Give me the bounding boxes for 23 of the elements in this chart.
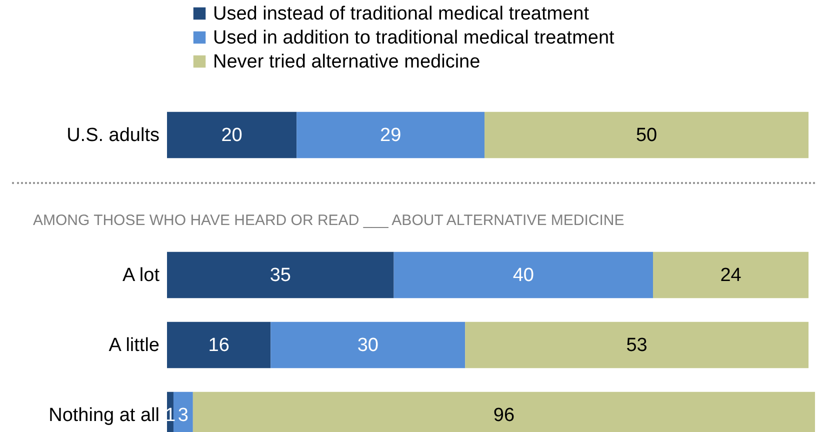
- legend-label: Used in addition to traditional medical treatment: [213, 28, 616, 48]
- data-label: 96: [493, 405, 515, 426]
- text: AMONG THOSE WHO HAVE HEARD OR READ ___ ABOUT ALTERNATIVE MEDICINE: [33, 212, 624, 229]
- data-label: 29: [380, 125, 402, 146]
- bar: [394, 252, 653, 298]
- y-tick-label: A lot: [122, 265, 160, 286]
- legend-label: Never tried alternative medicine: [213, 52, 480, 72]
- data-label: 30: [357, 335, 378, 356]
- y-tick-label: A little: [108, 335, 160, 356]
- y-tick-label: Nothing at all: [48, 405, 160, 426]
- data-label: 3: [178, 405, 188, 426]
- data-label: 35: [270, 265, 291, 286]
- data-label: 1: [164, 405, 176, 426]
- data-label: 53: [626, 335, 648, 356]
- y-tick-label: U.S. adults: [66, 125, 160, 146]
- bar: [167, 252, 394, 298]
- data-label: 24: [720, 265, 742, 286]
- bar: [653, 252, 809, 298]
- data-label: 16: [208, 335, 230, 356]
- data-label: 40: [512, 265, 534, 286]
- data-label: 20: [221, 125, 242, 146]
- legend-label: Used instead of traditional medical treatment: [213, 4, 590, 24]
- data-label: 50: [636, 125, 658, 146]
